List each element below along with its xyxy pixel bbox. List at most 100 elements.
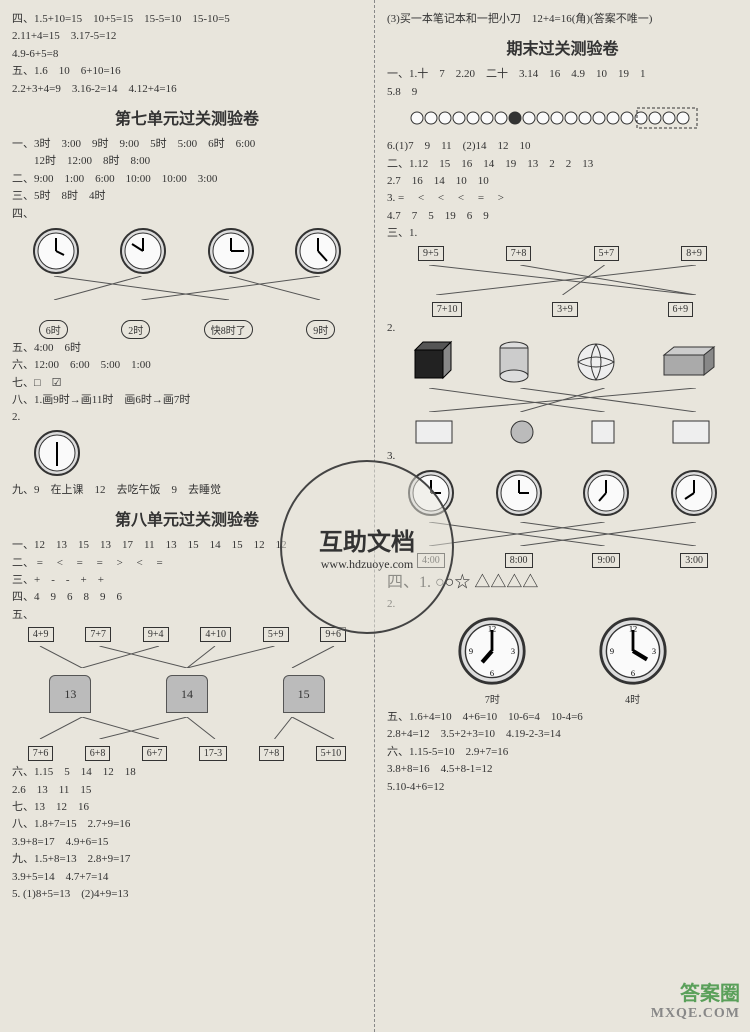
expr-box: 9+4 — [143, 627, 169, 642]
clock-caption: 4时 — [598, 691, 668, 706]
text-line: 2. — [12, 410, 362, 425]
watermark-title: 互助文档 — [319, 522, 415, 557]
cylinder-icon — [497, 340, 531, 384]
clock-icon: 12369 — [598, 616, 668, 686]
bead-chain-icon — [387, 102, 707, 134]
text-line: 2.8+4=12 3.5+2+3=10 4.19-2-3=14 — [387, 727, 738, 742]
text-line: 5.10-4+6=12 — [387, 780, 738, 795]
text-line: 三、5时 8时 4时 — [12, 189, 362, 204]
expr-box: 7+8 — [259, 746, 285, 761]
expr-box: 7+10 — [432, 302, 463, 317]
text-line: 12时 12:00 8时 8:00 — [12, 154, 362, 169]
expr-box: 5+7 — [594, 246, 620, 261]
clock-icon: 12369 — [457, 616, 527, 686]
corner-watermark: 答案圈 MXQE.COM — [651, 977, 740, 1022]
mailbox: 15 — [283, 675, 325, 713]
svg-text:3: 3 — [652, 647, 656, 656]
svg-text:6: 6 — [490, 669, 494, 678]
text-line: 八、1.画9时→画11时 画6时→画7时 — [12, 393, 362, 408]
expr-row: 7+6 6+8 6+7 17-3 7+8 5+10 — [12, 746, 362, 761]
clock-label: 9:00 — [592, 553, 620, 568]
expr-box: 5+10 — [316, 746, 347, 761]
text-line: 一、1.十 7 2.20 二十 3.14 16 4.9 10 19 1 — [387, 67, 738, 82]
corner-line2: MXQE.COM — [651, 1006, 740, 1022]
clock-icon — [31, 226, 81, 276]
text-line: 七、□ ☑ — [12, 376, 362, 391]
text-line: 5.8 9 — [387, 85, 738, 100]
match-lines — [12, 646, 362, 668]
expr-row: 7+10 3+9 6+9 — [387, 302, 738, 317]
expr-box: 3+9 — [552, 302, 578, 317]
mailbox: 13 — [49, 675, 91, 713]
text-line: 3.9+5=14 4.7+7=14 — [12, 870, 362, 885]
text-line: 四、1.5+10=15 10+5=15 15-5=10 15-10=5 — [12, 12, 362, 27]
ball-icon — [576, 342, 616, 382]
watermark: 互助文档 www.hdzuoye.com — [280, 460, 454, 634]
text-line: 七、13 12 16 — [12, 800, 362, 815]
text-line: 六、12:00 6:00 5:00 1:00 — [12, 358, 362, 373]
expr-box: 4+9 — [28, 627, 54, 642]
time-label: 快8时了 — [204, 320, 253, 339]
text-line: 2.6 13 11 15 — [12, 783, 362, 798]
text-line: 五、1.6 10 6+10=16 — [12, 64, 362, 79]
text-line: 2.2+3+4=9 3.16-2=14 4.12+4=16 — [12, 82, 362, 97]
text-line: 二、1.12 15 16 14 19 13 2 2 13 — [387, 157, 738, 172]
text-line: 三、1. — [387, 226, 738, 241]
circle-icon — [509, 419, 535, 445]
clock-icon — [494, 468, 544, 518]
expr-box: 8+9 — [681, 246, 707, 261]
expr-row: 4+9 7+7 9+4 4+10 5+9 9+6 — [12, 627, 362, 642]
clock-label: 8:00 — [505, 553, 533, 568]
match-lines — [12, 717, 362, 739]
clock-label: 3:00 — [680, 553, 708, 568]
text-line: 一、3时 3:00 9时 9:00 5时 5:00 6时 6:00 — [12, 137, 362, 152]
text-line: 3.8+8=16 4.5+8-1=12 — [387, 762, 738, 777]
text-line: 2.11+4=15 3.17-5=12 — [12, 29, 362, 44]
clock-icon — [206, 226, 256, 276]
svg-text:3: 3 — [511, 647, 515, 656]
time-label: 9时 — [306, 320, 335, 339]
square-icon — [590, 419, 616, 445]
expr-box: 7+8 — [506, 246, 532, 261]
expr-box: 7+7 — [85, 627, 111, 642]
text-line: 3.9+8=17 4.9+6=15 — [12, 835, 362, 850]
svg-text:9: 9 — [469, 647, 473, 656]
text-line: 五、4:00 6时 — [12, 341, 362, 356]
expr-box: 9+5 — [418, 246, 444, 261]
text-line: 6.(1)7 9 11 (2)14 12 10 — [387, 139, 738, 154]
clocks-row — [12, 226, 362, 276]
cube-icon — [409, 340, 453, 384]
text-line: 四、 — [12, 207, 362, 222]
text-line: 八、1.8+7=15 2.7+9=16 — [12, 817, 362, 832]
expr-box: 17-3 — [199, 746, 227, 761]
clock-icon — [118, 226, 168, 276]
clock-icon — [293, 226, 343, 276]
unit7-title: 第七单元过关测验卷 — [12, 105, 362, 129]
text-line: 2. — [387, 321, 738, 336]
shapes-row-2 — [387, 419, 738, 445]
cuboid-icon — [660, 345, 716, 379]
time-labels-row: 6时 2时 快8时了 9时 — [12, 320, 362, 339]
expr-box: 4+10 — [200, 627, 231, 642]
clock-caption: 7时 — [457, 691, 527, 706]
two-clocks-row: 12369 7时 12369 4时 — [387, 616, 738, 706]
svg-text:6: 6 — [631, 669, 635, 678]
match-lines — [12, 276, 362, 300]
expr-box: 6+7 — [142, 746, 168, 761]
text-line: (3)买一本笔记本和一把小刀 12+4=16(角)(答案不唯一) — [387, 12, 738, 27]
text-line: 二、9:00 1:00 6:00 10:00 10:00 3:00 — [12, 172, 362, 187]
shapes-row — [387, 340, 738, 384]
text-line: 五、1.6+4=10 4+6=10 10-6=4 10-4=6 — [387, 710, 738, 725]
mailbox: 14 — [166, 675, 208, 713]
text-line: 2.7 16 14 10 10 — [387, 174, 738, 189]
time-label: 2时 — [121, 320, 150, 339]
text-line: 4.9-6+5=8 — [12, 47, 362, 62]
expr-box: 7+6 — [28, 746, 54, 761]
expr-box: 6+9 — [668, 302, 694, 317]
text-line: 5. (1)8+5=13 (2)4+9=13 — [12, 887, 362, 902]
text-line: 2. — [387, 597, 738, 612]
clock-icon — [32, 428, 82, 478]
watermark-url: www.hdzuoye.com — [321, 557, 414, 572]
text-line: 六、1.15 5 14 12 18 — [12, 765, 362, 780]
rect-icon — [414, 419, 454, 445]
